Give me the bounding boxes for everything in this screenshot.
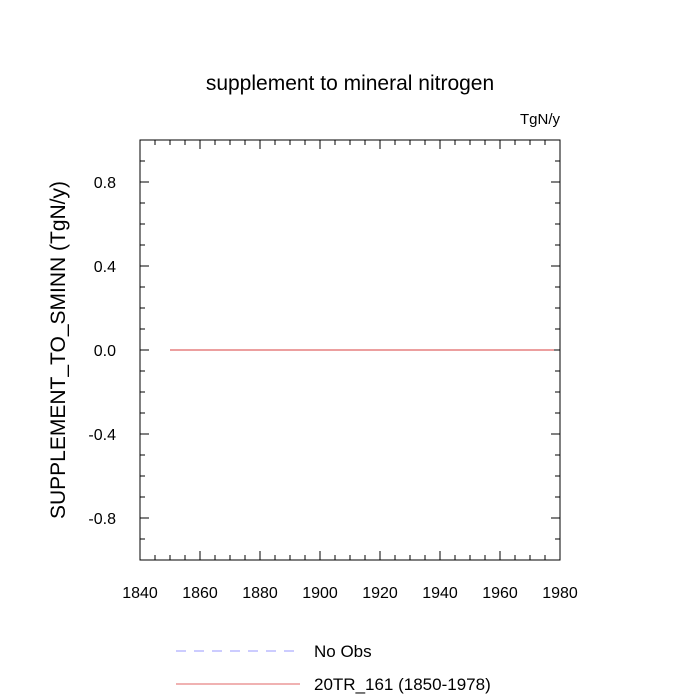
x-tick-label: 1900 [302,585,338,602]
legend-label: No Obs [314,642,372,661]
y-tick-label: 0.0 [94,343,116,360]
x-tick-label: 1960 [482,585,518,602]
y-tick-label: -0.4 [88,427,116,444]
x-tick-label: 1860 [182,585,218,602]
chart-title: supplement to mineral nitrogen [206,72,494,95]
x-tick-label: 1840 [122,585,158,602]
units-label: TgN/y [520,111,561,128]
y-tick-label: -0.8 [88,511,116,528]
x-tick-label: 1980 [542,585,578,602]
y-tick-label: 0.8 [94,175,116,192]
y-tick-label: 0.4 [94,259,116,276]
x-tick-label: 1940 [422,585,458,602]
legend-label: 20TR_161 (1850-1978) [314,675,491,694]
legend: No Obs 20TR_161 (1850-1978) [176,642,491,694]
axis-ticks: 1840 1860 1880 1900 1920 1940 1960 1980 -0.8 -0.4… [88,140,578,602]
x-tick-label: 1920 [362,585,398,602]
y-axis-label: SUPPLEMENT_TO_SMINN (TgN/y) [47,181,70,519]
x-tick-label: 1880 [242,585,278,602]
